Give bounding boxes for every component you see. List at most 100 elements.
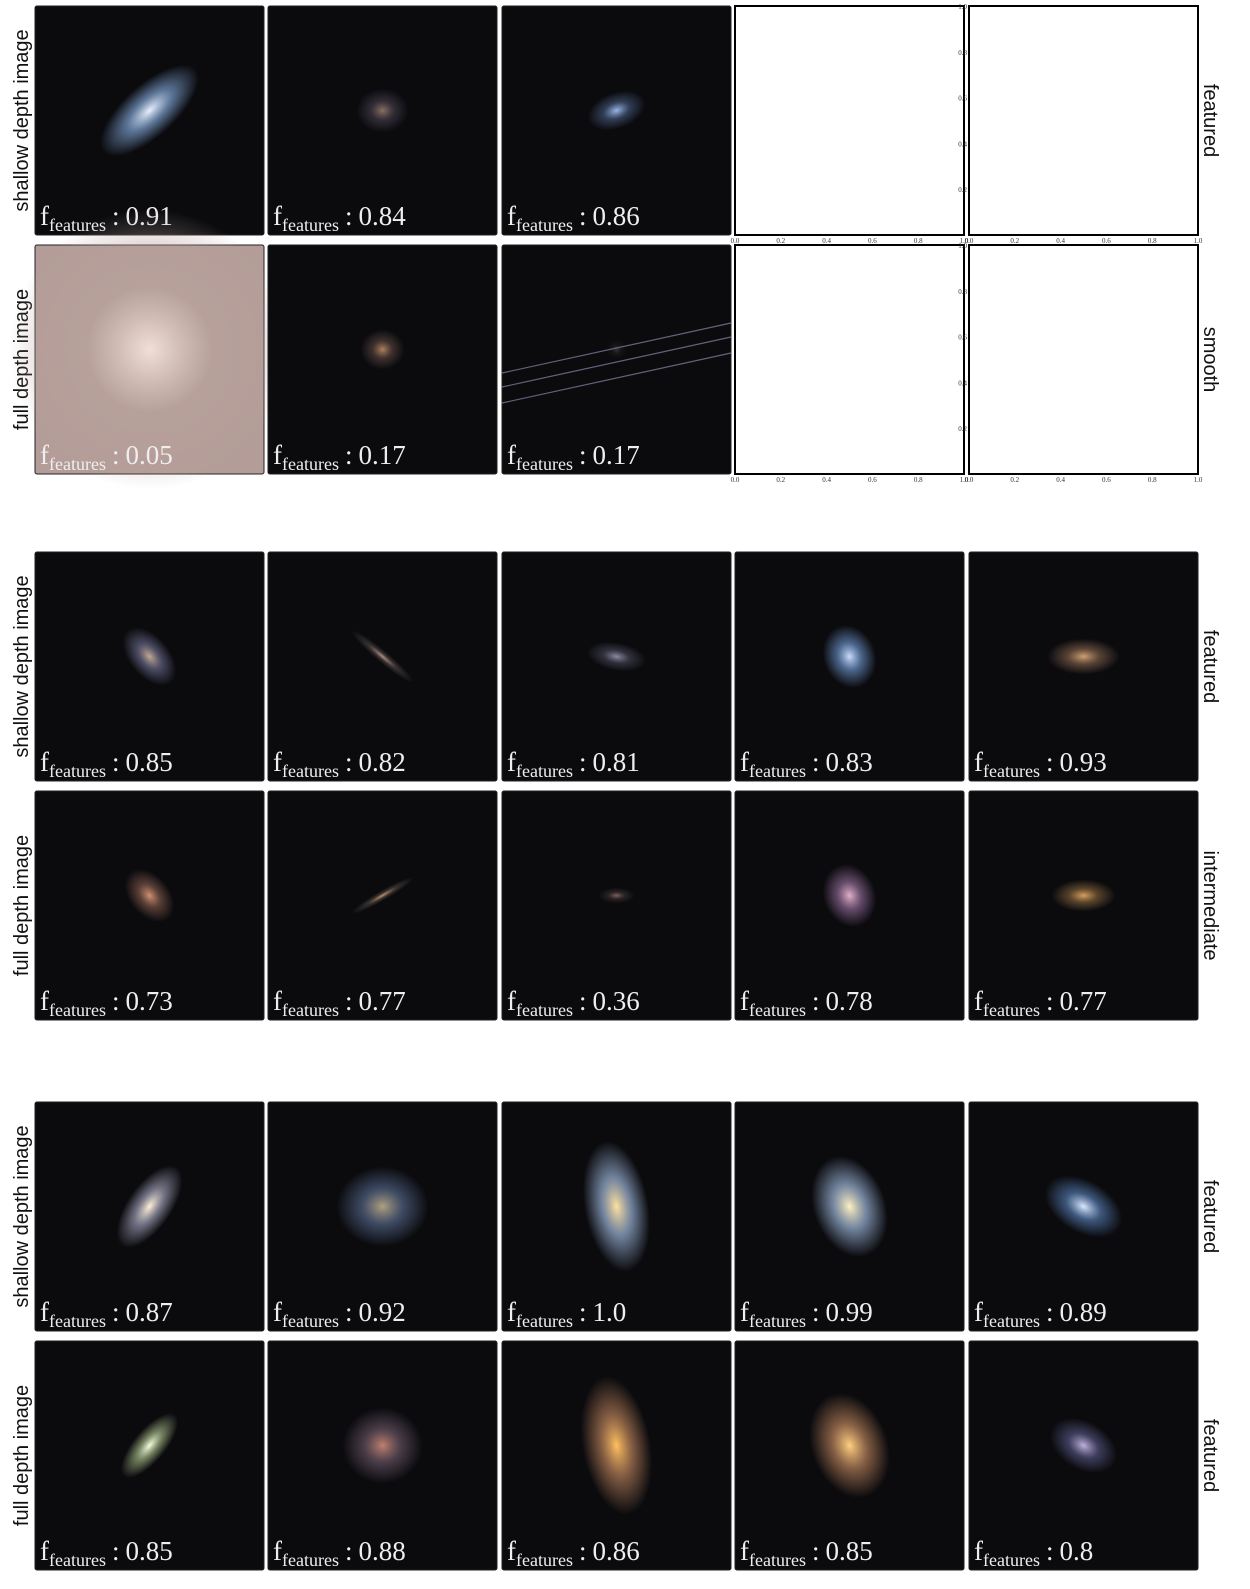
x-tick-label: 1.0 [960, 476, 969, 484]
feature-label: ffeatures:0.17 [273, 440, 406, 474]
x-tick-label: 0.8 [914, 476, 923, 484]
label-separator: : [1046, 1536, 1054, 1566]
feature-label: ffeatures:0.81 [507, 747, 640, 781]
feature-value: 0.99 [825, 1297, 872, 1327]
x-tick-label: 0.2 [776, 476, 785, 484]
label-subscript: features [282, 454, 339, 474]
feature-value: 0.36 [592, 986, 639, 1016]
feature-label: ffeatures:0.85 [40, 747, 173, 781]
label-symbol: f [40, 986, 49, 1016]
label-separator: : [1046, 1297, 1054, 1327]
label-symbol: f [273, 1536, 282, 1566]
empty-plot [734, 244, 965, 475]
galaxy [822, 864, 877, 927]
streak [501, 352, 732, 404]
x-tick-label: 1.0 [960, 237, 969, 245]
label-subscript: features [983, 1550, 1040, 1570]
right-label: featured [1199, 1180, 1221, 1253]
label-subscript: features [749, 1550, 806, 1570]
y-tick-label: 0.2 [958, 425, 967, 433]
galaxy [809, 1393, 890, 1498]
feature-value: 0.93 [1059, 747, 1106, 777]
label-separator: : [345, 986, 353, 1016]
galaxy [351, 630, 414, 683]
label-subscript: features [516, 215, 573, 235]
label-separator: : [579, 986, 587, 1016]
x-tick-label: 0.2 [1010, 237, 1019, 245]
label-subscript: features [516, 454, 573, 474]
feature-value: 0.17 [592, 440, 639, 470]
label-separator: : [579, 1297, 587, 1327]
right-label: intermediate [1199, 850, 1221, 960]
galaxy [342, 1407, 423, 1484]
label-separator: : [112, 1536, 120, 1566]
label-subscript: features [282, 215, 339, 235]
galaxy-image [267, 551, 498, 782]
feature-value: 0.85 [125, 1536, 172, 1566]
feature-value: 0.77 [358, 986, 405, 1016]
feature-label: ffeatures:0.86 [507, 1536, 640, 1570]
label-subscript: features [516, 1550, 573, 1570]
galaxy [124, 869, 175, 922]
x-tick-label: 0.4 [1056, 237, 1065, 245]
galaxy [1050, 1418, 1117, 1473]
feature-value: 0.84 [358, 201, 406, 231]
label-symbol: f [507, 440, 516, 470]
feature-label: ffeatures:0.85 [40, 1536, 173, 1570]
feature-label: ffeatures:0.77 [974, 986, 1107, 1020]
streak [501, 322, 732, 374]
label-subscript: features [49, 1550, 106, 1570]
feature-label: ffeatures:0.73 [40, 986, 173, 1020]
label-symbol: f [273, 1297, 282, 1327]
y-tick-label: 0.6 [958, 95, 967, 103]
label-symbol: f [507, 747, 516, 777]
left-label: shallow depth image [11, 575, 33, 757]
galaxy [356, 88, 409, 133]
feature-value: 0.73 [125, 986, 172, 1016]
label-separator: : [812, 1536, 820, 1566]
feature-label: ffeatures:0.85 [740, 1536, 873, 1570]
x-tick-label: 0.8 [1148, 476, 1157, 484]
galaxy [122, 627, 177, 686]
label-subscript: features [282, 1550, 339, 1570]
label-symbol: f [273, 986, 282, 1016]
x-tick-label: 0.8 [1148, 237, 1157, 245]
feature-label: ffeatures:0.93 [974, 747, 1107, 781]
right-label: smooth [1199, 327, 1221, 393]
label-separator: : [345, 1297, 353, 1327]
y-tick-label: 0.8 [958, 288, 967, 296]
label-symbol: f [974, 747, 983, 777]
x-tick-label: 0.6 [1102, 476, 1111, 484]
galaxy [587, 90, 646, 131]
galaxy [822, 625, 877, 688]
label-separator: : [812, 1297, 820, 1327]
feature-value: 0.86 [592, 201, 639, 231]
label-separator: : [579, 1536, 587, 1566]
label-separator: : [112, 440, 120, 470]
feature-value: 0.83 [825, 747, 872, 777]
label-subscript: features [49, 761, 106, 781]
label-symbol: f [740, 1297, 749, 1327]
label-separator: : [579, 747, 587, 777]
galaxy [1044, 1175, 1123, 1238]
label-subscript: features [282, 1000, 339, 1020]
feature-label: ffeatures:0.36 [507, 986, 640, 1020]
label-subscript: features [516, 761, 573, 781]
label-separator: : [812, 986, 820, 1016]
galaxy [580, 1376, 653, 1515]
x-tick-label: 0.6 [868, 237, 877, 245]
y-tick-label: 0.6 [958, 334, 967, 342]
feature-value: 0.78 [825, 986, 872, 1016]
x-tick-label: 1.0 [1194, 476, 1203, 484]
feature-label: ffeatures:0.89 [974, 1297, 1107, 1331]
feature-value: 0.8 [1059, 1536, 1093, 1566]
label-symbol: f [507, 1536, 516, 1566]
galaxy [582, 1141, 651, 1272]
feature-label: ffeatures:0.17 [507, 440, 640, 474]
label-separator: : [812, 747, 820, 777]
x-tick-label: 0.0 [731, 237, 740, 245]
feature-label: ffeatures:0.77 [273, 986, 406, 1020]
galaxy [811, 1156, 888, 1257]
feature-label: ffeatures:0.88 [273, 1536, 406, 1570]
